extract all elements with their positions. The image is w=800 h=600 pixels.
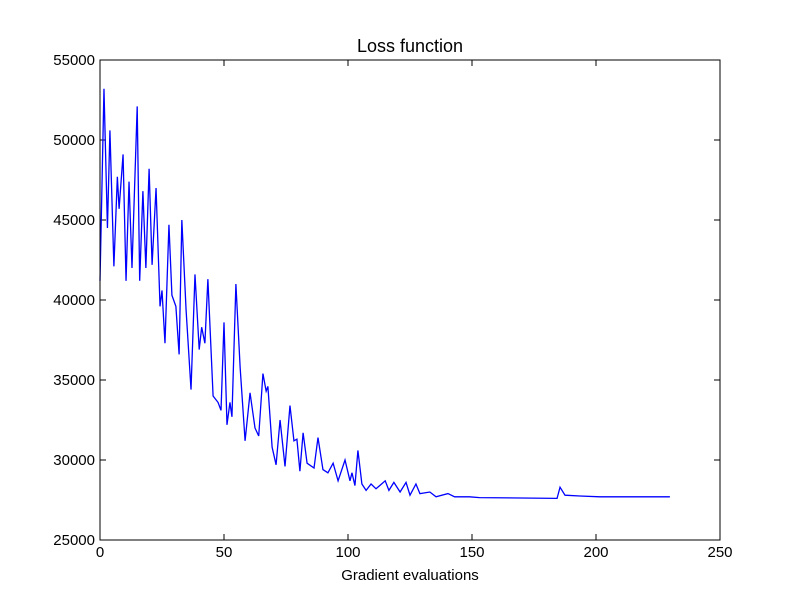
y-tick-label: 45000	[53, 212, 95, 229]
y-tick-label: 55000	[53, 52, 95, 69]
x-tick-label: 100	[335, 544, 360, 561]
x-tick-label: 50	[216, 544, 233, 561]
chart-title: Loss function	[357, 36, 463, 56]
plot-frame	[99, 59, 721, 541]
x-tick-label: 200	[583, 544, 608, 561]
x-axis-label: Gradient evaluations	[341, 567, 479, 584]
y-tick-label: 30000	[53, 452, 95, 469]
x-tick-label: 0	[96, 544, 104, 561]
x-tick-label: 250	[707, 544, 732, 561]
data-line	[99, 88, 670, 500]
y-tick-label: 40000	[53, 292, 95, 309]
y-tick-label: 35000	[53, 372, 95, 389]
y-tick-label: 50000	[53, 132, 95, 149]
y-tick-label: 25000	[53, 532, 95, 549]
x-tick-label: 150	[459, 544, 484, 561]
